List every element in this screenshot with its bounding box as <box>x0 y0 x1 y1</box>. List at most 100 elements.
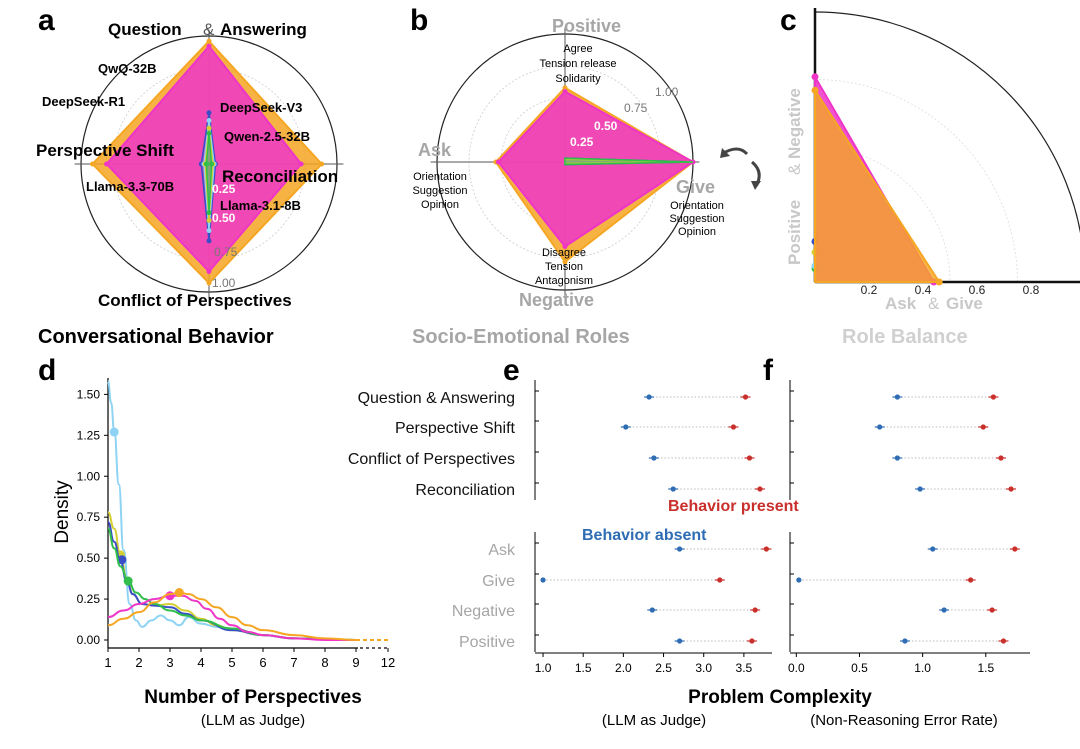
give-item-1: Orientation <box>670 200 724 212</box>
axis-label-ask: Ask <box>418 140 452 160</box>
panel-d: d 0.000.250.500.751.001.251.501 2 3 4 5 6 7 8 9 1… <box>38 354 395 729</box>
row-label-0-2: Conflict of Perspectives <box>348 451 515 468</box>
b-vertex-deepseek_r1-2 <box>562 243 568 249</box>
panel-a-polygons <box>90 38 325 286</box>
b-ring-label-0: 0.25 <box>570 135 594 149</box>
e-plot-dot-absent-1-3 <box>677 638 683 644</box>
panel-ef: e f Question & Answering Perspective Shif… <box>348 354 1030 729</box>
d-y-tick-0: 0.00 <box>77 633 101 647</box>
d-y-tick-4: 1.00 <box>77 469 101 483</box>
a-vertex-deepseek_v3-0 <box>206 110 212 116</box>
panel-b: b 0.250.50 0.75 1.00 Positive Agree Tensio… <box>410 4 761 348</box>
f-plot-dot-absent-0-3 <box>917 486 923 492</box>
axis-label-give: Give <box>676 177 715 197</box>
d-x-tick-5: 6 <box>259 655 266 670</box>
d-line-qwen <box>107 380 357 641</box>
f-plot-dot-absent-0-1 <box>877 424 883 430</box>
panel-f-letter: f <box>763 354 774 387</box>
c-point-x-qwq <box>935 278 943 286</box>
c-grid-arc-2 <box>814 79 1018 283</box>
e-plot-dot-absent-1-1 <box>540 577 546 583</box>
e-plot-x-tick-0: 1.0 <box>535 661 552 675</box>
f-plot-dot-present-0-2 <box>998 455 1004 461</box>
legend-qwq: QwQ-32B <box>98 61 157 76</box>
axis-label-negative: Negative <box>519 290 594 310</box>
panel-a-title: Conversational Behavior <box>38 326 274 348</box>
rotation-arrows-icon <box>720 147 761 190</box>
negative-item-1: Disagree <box>542 247 586 259</box>
f-plot-dot-present-0-3 <box>1008 486 1014 492</box>
c-x-tick-3: 0.8 <box>1023 283 1040 297</box>
row-label-1-3: Positive <box>459 634 515 651</box>
panel-c: c 0.2 0.4 0.6 0.8 Positive & Negative Ask &… <box>780 4 1080 348</box>
d-y-tick-2: 0.50 <box>77 551 101 565</box>
row-labels: Question & Answering Perspective Shift Con… <box>348 390 516 651</box>
panel-d-letter: d <box>38 354 56 387</box>
a-vertex-deepseek_v3-2 <box>206 238 212 244</box>
axis-label-answering: Answering <box>220 20 307 39</box>
a-vertex-llama70-0 <box>206 125 212 131</box>
panel-a-letter: a <box>38 4 55 37</box>
axis-label-reconciliation: Reconciliation <box>222 167 338 186</box>
f-plot-dot-present-1-3 <box>1000 638 1007 644</box>
a-vertex-qwq-3 <box>90 161 96 167</box>
e-plot-dot-absent-0-1 <box>623 424 629 430</box>
e-plot-dot-absent-1-2 <box>649 607 655 613</box>
a-ring-label-1: 0.50 <box>212 211 236 225</box>
ask-item-3: Opinion <box>421 199 459 211</box>
d-y-tick-6: 1.50 <box>77 387 101 401</box>
f-plot-dot-present-1-0 <box>1012 546 1018 552</box>
a-vertex-llama8-2 <box>206 210 212 216</box>
e-xlabel-sub: (LLM as Judge) <box>602 712 706 729</box>
row-label-0-0: Question & Answering <box>358 390 515 407</box>
e-plot-dot-present-1-2 <box>752 607 758 613</box>
c-xlabel-amp: & <box>928 294 940 313</box>
a-vertex-llama8-0 <box>206 130 212 136</box>
d-y-tick-5: 1.25 <box>77 428 101 442</box>
f-plot-dot-absent-1-2 <box>941 607 947 613</box>
c-outer-arc <box>814 11 1080 234</box>
d-y-tick-3: 0.75 <box>77 510 101 524</box>
f-plot-dot-absent-1-0 <box>930 546 936 552</box>
c-ylabel-positive: Positive <box>785 200 804 265</box>
a-vertex-qwen-0 <box>206 117 212 123</box>
e-plot-x-tick-3: 2.5 <box>655 661 672 675</box>
e-plot-dot-absent-0-2 <box>651 455 657 461</box>
e-plot-x-tick-1: 1.5 <box>575 661 592 675</box>
e-plot-dot-absent-0-0 <box>646 394 652 400</box>
c-triangle-qwq <box>814 86 942 283</box>
c-point-y-qwq <box>811 86 819 94</box>
b-poly-deepseek_r1 <box>497 90 695 248</box>
f-plot-dot-absent-0-0 <box>894 394 900 400</box>
a-vertex-deepseek_r1-2 <box>206 269 212 275</box>
negative-item-3: Antagonism <box>535 275 593 287</box>
row-label-0-3: Reconciliation <box>415 482 515 499</box>
a-vertex-qwq-1 <box>319 161 325 167</box>
axis-label-perspective-shift: Perspective Shift <box>36 141 174 160</box>
f-xlabel-sub: (Non-Reasoning Error Rate) <box>810 712 998 729</box>
row-label-0-1: Perspective Shift <box>395 420 516 437</box>
f-plot-x-tick-3: 1.5 <box>977 661 994 675</box>
ask-item-2: Suggestion <box>412 185 467 197</box>
panel-c-letter: c <box>780 4 797 37</box>
e-plot-dot-present-0-0 <box>742 394 749 400</box>
d-line-llama70 <box>107 511 357 641</box>
a-vertex-qwq-0 <box>206 38 212 44</box>
f-plot-dot-absent-1-3 <box>902 638 908 644</box>
f-plot-dot-present-0-0 <box>990 394 996 400</box>
c-xlabel-give: Give <box>946 294 983 313</box>
panel-c-plot: 0.2 0.4 0.6 0.8 <box>811 8 1080 297</box>
a-vertex-qwen-2 <box>206 228 212 234</box>
legend-behavior-present: Behavior present <box>668 498 799 515</box>
f-plot-dot-present-0-1 <box>980 424 986 430</box>
c-ylabel-negative: Negative <box>785 88 804 159</box>
panel-e-letter: e <box>503 354 520 387</box>
b-vertex-qwq-0 <box>562 85 568 91</box>
panel-e-plot: 1.0 1.5 2.0 2.5 3.0 3.5 <box>534 380 772 675</box>
f-plot-dot-present-1-1 <box>968 577 974 583</box>
a-vertex-deepseek_r1-1 <box>298 161 304 167</box>
ef-xlabel: Problem Complexity <box>688 687 872 708</box>
row-label-1-1: Give <box>482 573 515 590</box>
e-plot-dot-present-0-1 <box>730 424 737 430</box>
f-plot-dot-present-1-2 <box>989 607 995 613</box>
